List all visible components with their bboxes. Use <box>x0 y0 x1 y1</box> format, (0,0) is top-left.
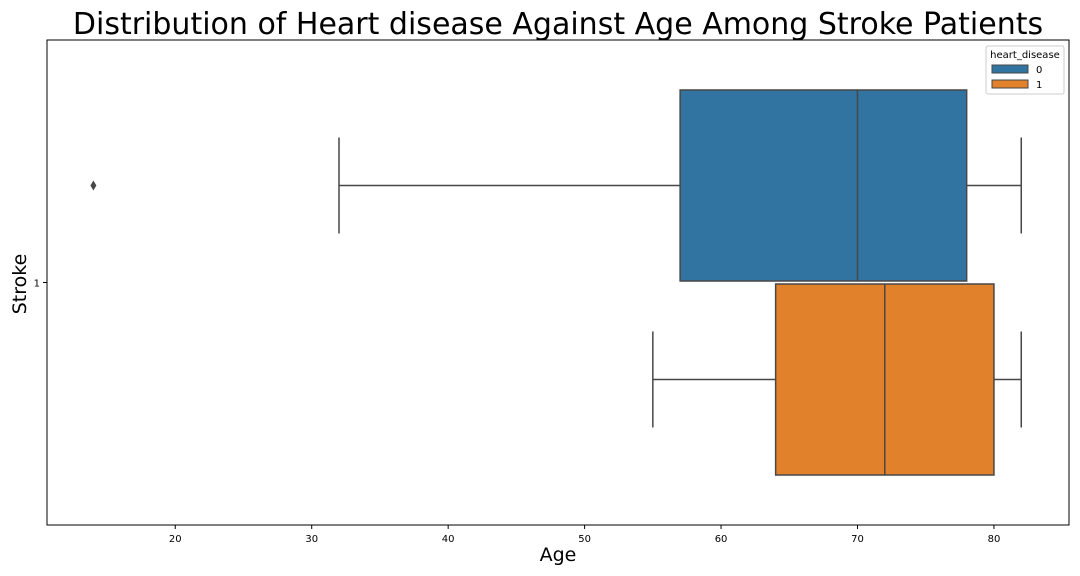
y-axis-label: Stroke <box>9 254 31 315</box>
box-series-1 <box>652 283 1022 476</box>
x-tick-label-80: 80 <box>988 534 1001 545</box>
legend-title: heart_disease <box>990 50 1060 61</box>
legend-items: 01 <box>991 64 1042 91</box>
x-tick-label-50: 50 <box>578 534 591 545</box>
legend-swatch-0 <box>991 64 1029 74</box>
x-tick-label-70: 70 <box>851 534 864 545</box>
x-tick-label-60: 60 <box>715 534 728 545</box>
x-tick-label-40: 40 <box>442 534 455 545</box>
outlier-0-0 <box>90 180 97 191</box>
box-series-0 <box>90 89 1022 282</box>
legend-label-1: 1 <box>1036 80 1042 91</box>
x-axis-label: Age <box>540 544 577 566</box>
box-0 <box>679 89 968 282</box>
chart-title: Distribution of Heart disease Against Ag… <box>73 7 1043 42</box>
legend: heart_disease 01 <box>985 45 1065 95</box>
x-tick-label-20: 20 <box>169 534 182 545</box>
plot-area <box>90 89 1022 476</box>
y-axis-ticks: 1 <box>34 279 47 290</box>
y-tick-label-1: 1 <box>34 279 40 290</box>
x-tick-label-30: 30 <box>305 534 318 545</box>
x-axis-ticks: 20 30 40 50 60 70 80 <box>169 525 1000 545</box>
legend-swatch-1 <box>991 79 1029 89</box>
legend-label-0: 0 <box>1036 65 1042 76</box>
